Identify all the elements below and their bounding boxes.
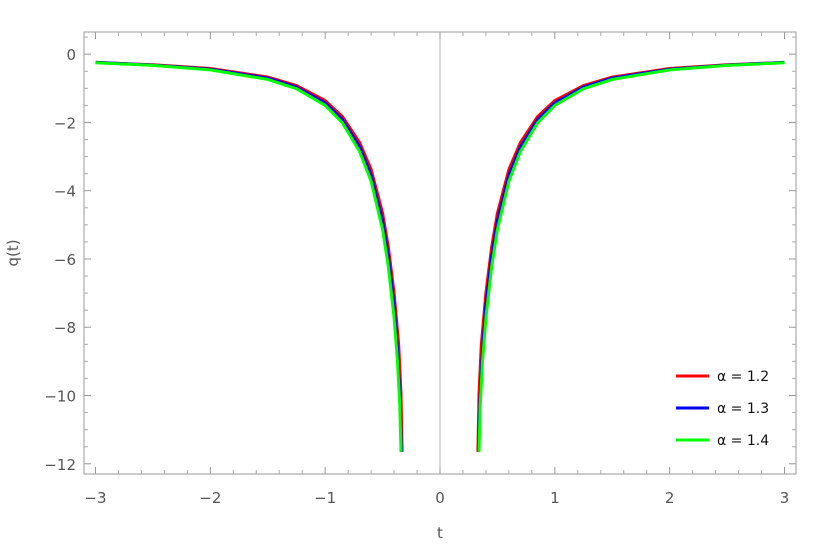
- x-tick-label: −2: [199, 489, 221, 507]
- y-tick-label: −2: [54, 114, 76, 132]
- x-tick-label: 0: [435, 489, 445, 507]
- x-tick-label: 1: [550, 489, 560, 507]
- legend-label: α = 1.3: [717, 401, 769, 417]
- series-line-left: [95, 61, 403, 452]
- y-tick-label: −10: [44, 387, 76, 405]
- y-tick-label: −6: [54, 251, 76, 269]
- series-line-right: [477, 61, 785, 452]
- y-axis-title: q(t): [4, 239, 22, 266]
- series-3: [95, 61, 785, 452]
- y-tick-label: 0: [66, 46, 76, 64]
- series-layer: [95, 60, 785, 452]
- x-axis-title: t: [437, 524, 443, 542]
- legend-label: α = 1.2: [717, 369, 769, 385]
- series-line-right: [477, 60, 785, 452]
- y-tick-label: −4: [54, 183, 76, 201]
- legend-label: α = 1.4: [717, 433, 769, 449]
- ticks-layer: −3 −2 −1 0 1 2 30−2−4−6−8−10−12: [44, 32, 796, 507]
- y-tick-label: −8: [54, 319, 76, 337]
- series-line-left: [95, 60, 403, 452]
- legend: α = 1.2 α = 1.3 α = 1.4: [676, 369, 769, 449]
- y-tick-label: −12: [44, 456, 76, 474]
- x-tick-label: −1: [314, 489, 336, 507]
- series-line-left: [95, 60, 404, 452]
- x-tick-label: 3: [780, 489, 790, 507]
- x-tick-label: −3: [84, 489, 106, 507]
- series-line-right: [476, 60, 785, 452]
- x-tick-label: 2: [665, 489, 675, 507]
